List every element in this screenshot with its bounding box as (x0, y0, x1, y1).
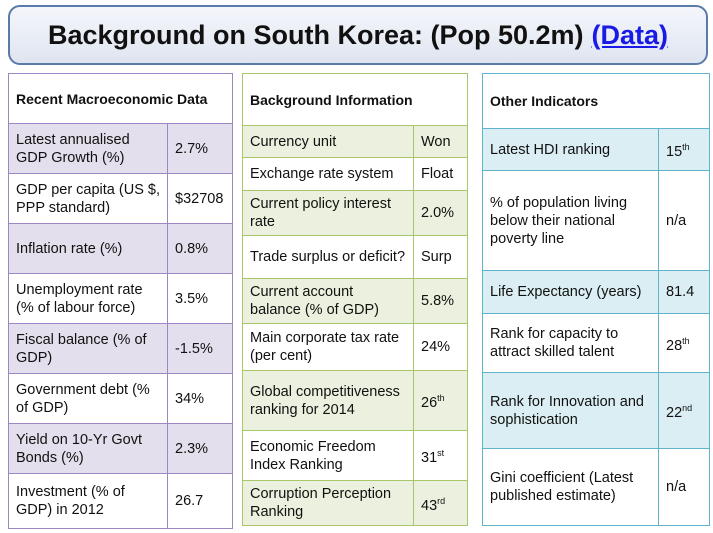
row-value: 22nd (658, 372, 710, 449)
row-label: Main corporate tax rate (per cent) (242, 323, 414, 371)
table-row: Current policy interest rate 2.0% (242, 190, 468, 236)
row-value: 28th (658, 313, 710, 373)
row-label: % of population living below their natio… (482, 170, 659, 271)
row-label: Current account balance (% of GDP) (242, 278, 414, 324)
row-label: Rank for Innovation and sophistication (482, 372, 659, 449)
table-row: Currency unit Won (242, 125, 468, 158)
table-row: % of population living below their natio… (482, 170, 710, 271)
table-row: Exchange rate system Float (242, 157, 468, 191)
table-row: Latest annualised GDP Growth (%) 2.7% (8, 123, 233, 174)
row-label: Rank for capacity to attract skilled tal… (482, 313, 659, 373)
table-row: Fiscal balance (% of GDP) -1.5% (8, 323, 233, 374)
background-info-table: Background Information Currency unit Won… (242, 73, 468, 526)
row-value: 43rd (413, 480, 468, 526)
row-value: Won (413, 125, 468, 158)
table-row: Life Expectancy (years) 81.4 (482, 270, 710, 314)
row-value: 15th (658, 128, 710, 171)
row-label: Global competitiveness ranking for 2014 (242, 370, 414, 431)
row-value: $32708 (167, 173, 233, 224)
row-value: 0.8% (167, 223, 233, 274)
macroeconomic-table: Recent Macroeconomic Data Latest annuali… (8, 73, 233, 529)
table-row: Economic Freedom Index Ranking 31st (242, 430, 468, 481)
row-label: Government debt (% of GDP) (8, 373, 168, 424)
row-label: Latest annualised GDP Growth (%) (8, 123, 168, 174)
row-value: 31st (413, 430, 468, 481)
table-row: Global competitiveness ranking for 2014 … (242, 370, 468, 431)
row-value: 5.8% (413, 278, 468, 324)
row-label: Yield on 10-Yr Govt Bonds (%) (8, 423, 168, 474)
row-value: Float (413, 157, 468, 191)
table-row: Latest HDI ranking 15th (482, 128, 710, 171)
row-label: GDP per capita (US $, PPP standard) (8, 173, 168, 224)
table-heading: Other Indicators (482, 73, 710, 129)
row-label: Economic Freedom Index Ranking (242, 430, 414, 481)
table-heading: Background Information (242, 73, 468, 126)
row-label: Fiscal balance (% of GDP) (8, 323, 168, 374)
row-value: n/a (658, 170, 710, 271)
row-value: 2.0% (413, 190, 468, 236)
other-indicators-table: Other Indicators Latest HDI ranking 15th… (482, 73, 710, 526)
table-row: Rank for capacity to attract skilled tal… (482, 313, 710, 373)
table-row: Gini coefficient (Latest published estim… (482, 448, 710, 526)
row-label: Exchange rate system (242, 157, 414, 191)
row-value: n/a (658, 448, 710, 526)
table-row: Main corporate tax rate (per cent) 24% (242, 323, 468, 371)
row-value: 26.7 (167, 473, 233, 529)
row-label: Latest HDI ranking (482, 128, 659, 171)
table-row: Inflation rate (%) 0.8% (8, 223, 233, 274)
row-value: 2.3% (167, 423, 233, 474)
row-label: Life Expectancy (years) (482, 270, 659, 314)
table-row: Trade surplus or deficit? Surp (242, 235, 468, 279)
table-row: Yield on 10-Yr Govt Bonds (%) 2.3% (8, 423, 233, 474)
row-value: 81.4 (658, 270, 710, 314)
table-row: Rank for Innovation and sophistication 2… (482, 372, 710, 449)
row-label: Unemployment rate (% of labour force) (8, 273, 168, 324)
table-heading: Recent Macroeconomic Data (8, 73, 233, 124)
table-row: Government debt (% of GDP) 34% (8, 373, 233, 424)
row-label: Investment (% of GDP) in 2012 (8, 473, 168, 529)
row-value: 26th (413, 370, 468, 431)
row-value: -1.5% (167, 323, 233, 374)
row-value: Surp (413, 235, 468, 279)
row-value: 34% (167, 373, 233, 424)
table-row: Unemployment rate (% of labour force) 3.… (8, 273, 233, 324)
row-value: 2.7% (167, 123, 233, 174)
row-label: Inflation rate (%) (8, 223, 168, 274)
row-label: Currency unit (242, 125, 414, 158)
row-label: Gini coefficient (Latest published estim… (482, 448, 659, 526)
row-label: Trade surplus or deficit? (242, 235, 414, 279)
row-value: 24% (413, 323, 468, 371)
table-row: Investment (% of GDP) in 2012 26.7 (8, 473, 233, 529)
data-link[interactable]: (Data) (591, 19, 669, 50)
table-row: GDP per capita (US $, PPP standard) $327… (8, 173, 233, 224)
title-text: Background on South Korea: (Pop 50.2m) (47, 19, 584, 50)
page-title: Background on South Korea: (Pop 50.2m) (… (8, 5, 708, 65)
table-row: Current account balance (% of GDP) 5.8% (242, 278, 468, 324)
row-label: Current policy interest rate (242, 190, 414, 236)
row-value: 3.5% (167, 273, 233, 324)
table-row: Corruption Perception Ranking 43rd (242, 480, 468, 526)
row-label: Corruption Perception Ranking (242, 480, 414, 526)
